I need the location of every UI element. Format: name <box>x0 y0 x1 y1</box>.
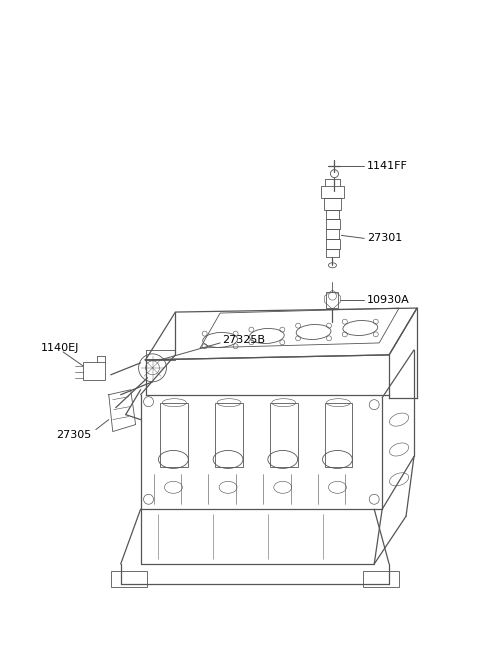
Bar <box>325 250 339 257</box>
Bar <box>270 403 298 468</box>
Text: 27325B: 27325B <box>222 335 265 345</box>
Bar <box>325 229 339 239</box>
Bar <box>215 403 243 468</box>
Text: 1141FF: 1141FF <box>367 160 408 171</box>
Text: 27305: 27305 <box>56 430 91 440</box>
Text: 27301: 27301 <box>367 233 403 244</box>
Bar <box>324 403 352 468</box>
Bar <box>111 571 146 587</box>
Bar <box>160 403 188 468</box>
Text: 10930A: 10930A <box>367 295 410 305</box>
Bar <box>321 185 344 198</box>
Bar <box>325 219 340 229</box>
Text: 1140EJ: 1140EJ <box>41 343 80 353</box>
Bar <box>325 210 339 219</box>
Bar <box>325 239 340 250</box>
Bar <box>363 571 399 587</box>
Bar <box>83 362 105 380</box>
Bar <box>324 198 341 210</box>
Bar <box>326 292 338 308</box>
